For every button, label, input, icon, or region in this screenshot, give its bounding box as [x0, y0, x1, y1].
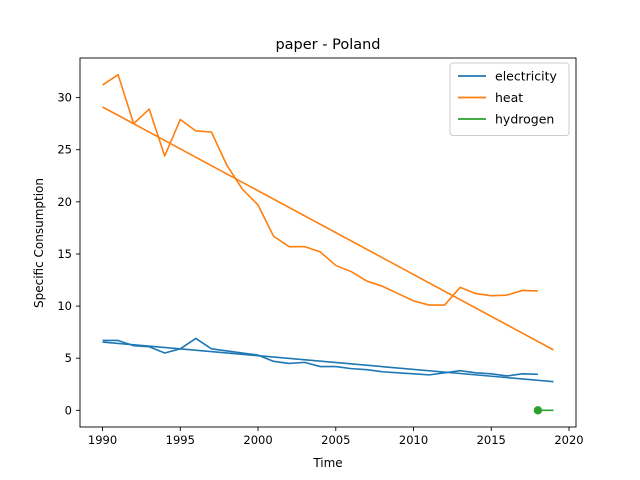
trend-line-3 [102, 106, 554, 351]
legend-box [449, 62, 570, 136]
axes-frame [79, 57, 577, 428]
y-tick-label: 15 [57, 247, 72, 261]
y-tick-label: 20 [57, 195, 72, 209]
x-axis-label: Time [312, 456, 342, 470]
x-tick-label: 1990 [88, 433, 117, 447]
y-tick-label: 25 [57, 143, 72, 157]
heat-line-2 [102, 73, 538, 306]
y-axis-label: Specific Consumption [32, 178, 46, 308]
x-tick-label: 2015 [477, 433, 506, 447]
plot-area [79, 57, 577, 428]
chart-title: paper - Poland [275, 37, 380, 53]
x-tick-label: 2000 [243, 433, 272, 447]
x-tick-label: 1995 [166, 433, 195, 447]
electricity-line-0 [102, 337, 538, 377]
y-tick-label: 5 [65, 351, 72, 365]
legend-label-electricity: electricity [495, 69, 557, 84]
legend: electricity heat hydrogen [449, 62, 570, 136]
y-axis-ticks: 0 5 10 15 20 25 30 [57, 91, 80, 417]
x-tick-label: 2005 [321, 433, 350, 447]
legend-label-heat: heat [495, 90, 523, 105]
trend-line-1 [102, 341, 554, 383]
y-tick-label: 10 [57, 299, 72, 313]
y-tick-label: 30 [57, 91, 72, 105]
hydrogen-point [533, 406, 543, 415]
legend-label-hydrogen: hydrogen [495, 112, 554, 127]
x-tick-label: 2010 [399, 433, 428, 447]
x-tick-label: 2020 [554, 433, 583, 447]
x-axis-ticks: 1990 1995 2000 2005 2010 2015 2020 [88, 427, 584, 447]
y-tick-label: 0 [65, 403, 72, 417]
